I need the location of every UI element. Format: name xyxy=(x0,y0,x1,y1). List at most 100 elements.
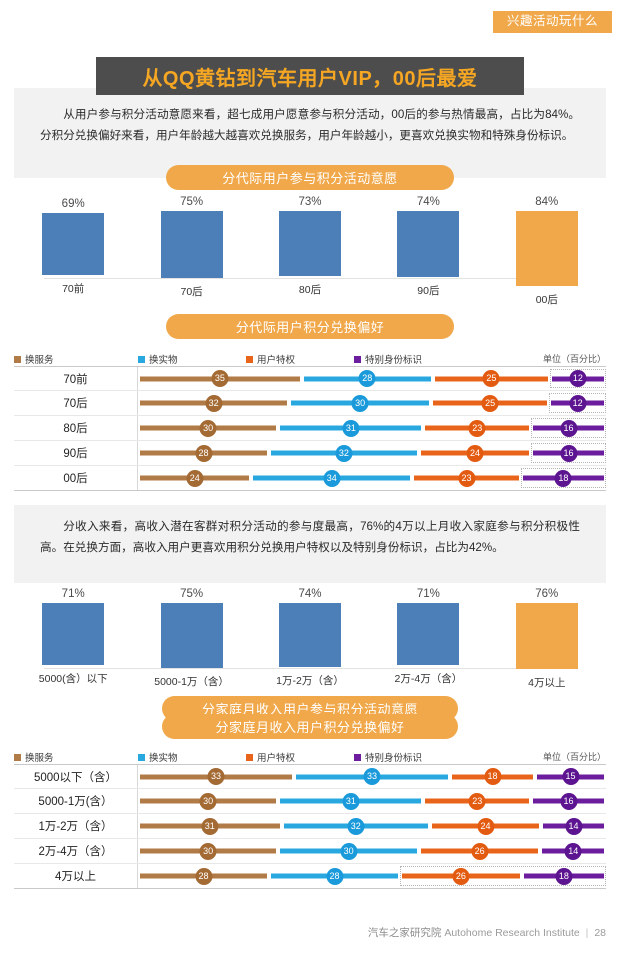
segment-value-bubble: 32 xyxy=(347,817,365,835)
stacked-segment: 18 xyxy=(523,867,604,885)
row-track: 35 28 25 12 xyxy=(138,367,606,390)
page-title: 从QQ黄钻到汽车用户VIP，00后最爱 xyxy=(96,57,524,95)
segment-value-bubble: 30 xyxy=(351,394,369,412)
stacked-segment: 35 xyxy=(140,370,300,387)
intro-paragraph-2: 分收入来看，高收入潜在客群对积分活动的参与度最高，76%的4万以上月收入家庭参与… xyxy=(40,520,580,555)
segment-value-bubble: 32 xyxy=(335,444,353,462)
table-row: 00后 24 34 23 18 xyxy=(14,466,606,491)
segment-value-bubble: 31 xyxy=(342,419,360,437)
legend-label: 换实物 xyxy=(149,753,178,764)
bar-category-label: 90后 xyxy=(417,285,440,297)
bar-column: 75% 70后 xyxy=(132,196,250,299)
bar-category-label: 70后 xyxy=(180,286,203,298)
segment-value-bubble: 28 xyxy=(195,867,213,885)
segment-value-bubble: 26 xyxy=(471,842,489,860)
segment-value-bubble: 24 xyxy=(186,469,204,487)
intro-panel-2 xyxy=(14,505,606,583)
chart-title-dot1: 分代际用户积分兑换偏好 xyxy=(166,314,454,339)
legend-swatch-icon xyxy=(138,355,145,363)
legend-swatch-icon xyxy=(246,753,253,761)
row-category-label: 5000-1万(含） xyxy=(14,789,138,813)
segment-value-bubble: 18 xyxy=(555,867,573,885)
row-track: 30 31 23 16 xyxy=(138,789,606,813)
segment-value-bubble: 18 xyxy=(554,469,572,487)
stacked-segment: 33 xyxy=(295,768,448,785)
bar-category-label: 00后 xyxy=(535,294,558,306)
row-category-label: 70后 xyxy=(14,391,138,415)
segment-value-bubble: 28 xyxy=(358,370,376,387)
legend-swatch-icon xyxy=(14,355,21,363)
segment-value-bubble: 23 xyxy=(468,419,486,437)
stacked-segment: 12 xyxy=(551,394,604,412)
highlight-box xyxy=(531,443,606,463)
segment-value-bubble: 16 xyxy=(560,444,578,462)
row-category-label: 80后 xyxy=(14,416,138,440)
bar-column: 74% 90后 xyxy=(369,196,487,298)
stacked-segment: 24 xyxy=(431,817,540,835)
bar-rect xyxy=(42,213,105,275)
legend-label: 换实物 xyxy=(149,355,178,366)
bar-value-label: 71% xyxy=(416,588,440,600)
stacked-segment: 15 xyxy=(537,768,604,785)
segment-value-bubble: 30 xyxy=(199,792,217,810)
bar-value-label: 71% xyxy=(61,588,85,600)
table-row: 70前 35 28 25 12 xyxy=(14,366,606,391)
bar-category-label: 80后 xyxy=(298,284,322,296)
bar-value-label: 76% xyxy=(535,588,559,600)
bar-column: 84% 00后 xyxy=(488,196,606,307)
highlight-box xyxy=(549,369,606,388)
bar-category-label: 5000(含）以下 xyxy=(38,673,108,685)
stacked-segment: 30 xyxy=(140,419,277,437)
legend-label: 特别身份标识 xyxy=(365,753,423,764)
page-title-text: 从QQ黄钻到汽车用户VIP，00后最爱 xyxy=(142,67,478,90)
bar-column: 74% 1万-2万（含） xyxy=(251,588,369,688)
row-category-label: 90后 xyxy=(14,441,138,465)
legend-swatch-icon xyxy=(354,355,361,363)
legend-swatch-icon xyxy=(138,753,145,761)
table-row: 5000以下（含） 33 33 18 15 xyxy=(14,764,606,789)
row-track: 31 32 24 14 xyxy=(138,814,606,838)
bar-rect xyxy=(160,603,223,668)
legend-swatch-icon xyxy=(246,355,253,363)
segment-value-bubble: 33 xyxy=(363,768,381,785)
stacked-segment: 26 xyxy=(420,842,539,860)
legend-label: 用户特权 xyxy=(257,753,296,764)
table-row: 1万-2万（含） 31 32 24 14 xyxy=(14,814,606,839)
bar-rect xyxy=(515,211,578,286)
bar-column: 76% 4万以上 xyxy=(488,588,606,690)
intro-paragraph-1: 从用户参与积分活动意愿来看，超七成用户愿意参与积分活动，00后的参与热情最高，占… xyxy=(40,108,580,143)
stacked-segment: 32 xyxy=(283,817,428,835)
row-category-label: 70前 xyxy=(14,367,138,390)
bar-rect xyxy=(515,603,578,669)
segment-value-bubble: 16 xyxy=(560,792,578,810)
stacked-segment: 26 xyxy=(402,867,520,885)
stacked-segment: 28 xyxy=(140,444,268,462)
stacked-segment: 30 xyxy=(280,842,417,860)
bar-baseline xyxy=(44,278,576,279)
bar-value-label: 75% xyxy=(180,196,204,208)
stacked-segment: 16 xyxy=(533,792,604,810)
segment-value-bubble: 16 xyxy=(560,419,578,437)
table-row: 2万-4万（含） 30 30 26 14 xyxy=(14,839,606,864)
bar-category-label: 5000-1万（含） xyxy=(154,676,229,688)
bar-category-label: 1万-2万（含） xyxy=(276,675,344,687)
bar-value-label: 69% xyxy=(61,198,85,210)
bar-column: 73% 80后 xyxy=(251,196,369,297)
stacked-segment: 30 xyxy=(140,842,277,860)
legend-income: 换服务 换实物 用户特权 特别身份标识 单位（百分比） xyxy=(14,750,606,766)
stacked-segment: 23 xyxy=(425,792,530,810)
legend-unit-label: 单位（百分比） xyxy=(542,354,606,364)
legend-item: 换实物 xyxy=(138,750,178,764)
stacked-chart-income: 5000以下（含） 33 33 18 15 5000-1万(含） 30 31 23 16 1万-2万… xyxy=(14,764,606,889)
legend-item: 特别身份标识 xyxy=(354,750,422,764)
row-category-label: 4万以上 xyxy=(14,864,138,888)
bar-rect xyxy=(160,211,223,278)
bar-category-label: 2万-4万（含） xyxy=(394,673,463,685)
segment-value-bubble: 15 xyxy=(562,768,580,785)
legend-label: 换服务 xyxy=(25,753,54,764)
bar-value-label: 74% xyxy=(416,196,440,208)
stacked-segment: 23 xyxy=(414,469,519,487)
intro-panel-1 xyxy=(14,88,606,178)
legend-item: 特别身份标识 xyxy=(354,352,422,366)
table-row: 80后 30 31 23 16 xyxy=(14,416,606,441)
